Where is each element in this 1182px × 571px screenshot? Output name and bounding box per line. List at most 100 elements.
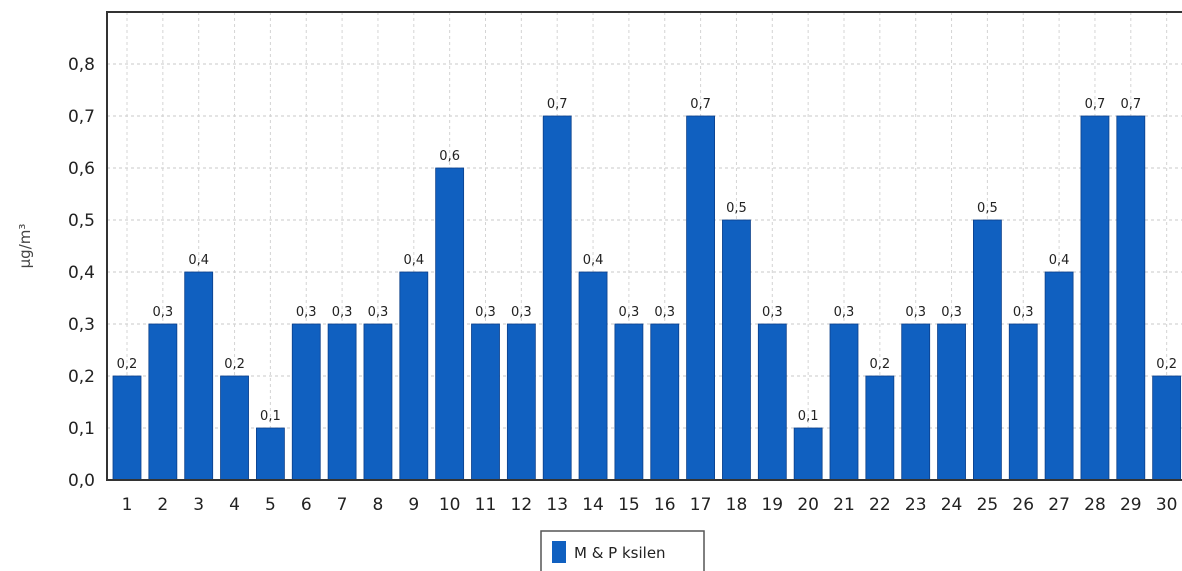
bar xyxy=(1116,115,1146,481)
data-label: 0,4 xyxy=(403,253,424,268)
bar xyxy=(291,323,321,481)
x-tick-label: 21 xyxy=(833,495,855,515)
data-label: 0,3 xyxy=(511,305,532,320)
y-tick-label: 0,5 xyxy=(68,211,95,231)
bar xyxy=(399,271,429,481)
bars xyxy=(112,115,1182,481)
y-tick-labels: 0,0 0,1 0,2 0,3 0,4 0,5 0,6 0,7 0,8 xyxy=(68,55,95,491)
bar xyxy=(184,271,214,481)
x-tick-label: 8 xyxy=(373,495,384,515)
bar xyxy=(578,271,608,481)
data-label: 0,7 xyxy=(547,97,568,112)
x-tick-label: 2 xyxy=(157,495,168,515)
bar xyxy=(793,427,823,481)
data-label: 0,3 xyxy=(368,305,389,320)
bar xyxy=(506,323,536,481)
x-tick-label: 4 xyxy=(229,495,240,515)
data-label: 0,3 xyxy=(941,305,962,320)
data-label: 0,7 xyxy=(690,97,711,112)
data-label: 0,5 xyxy=(977,201,998,216)
x-tick-label: 27 xyxy=(1048,495,1070,515)
bar xyxy=(1152,375,1182,481)
y-tick-label: 0,3 xyxy=(68,315,95,335)
data-label: 0,1 xyxy=(798,409,819,424)
bar xyxy=(327,323,357,481)
x-tick-label: 7 xyxy=(337,495,348,515)
bar xyxy=(471,323,500,481)
x-tick-label: 10 xyxy=(439,495,461,515)
bar xyxy=(973,219,1002,481)
data-label: 0,2 xyxy=(1156,357,1177,372)
data-label: 0,3 xyxy=(332,305,353,320)
data-label: 0,3 xyxy=(619,305,640,320)
bar xyxy=(255,427,285,481)
data-label: 0,2 xyxy=(224,357,245,372)
y-tick-label: 0,1 xyxy=(68,419,95,439)
x-tick-label: 13 xyxy=(546,495,568,515)
data-label: 0,4 xyxy=(583,253,604,268)
data-label: 0,3 xyxy=(834,305,855,320)
plot-frame xyxy=(106,11,1182,481)
legend-box xyxy=(540,530,705,571)
legend-label: M & P ksilen xyxy=(574,544,666,562)
data-label: 0,4 xyxy=(188,253,209,268)
x-tick-label: 28 xyxy=(1084,495,1106,515)
x-tick-label: 16 xyxy=(654,495,676,515)
x-tick-label: 3 xyxy=(193,495,204,515)
data-label: 0,3 xyxy=(1013,305,1034,320)
x-tick-label: 5 xyxy=(265,495,276,515)
legend: M & P ksilen xyxy=(540,530,705,571)
x-tick-label: 26 xyxy=(1012,495,1034,515)
y-tick-label: 0,8 xyxy=(68,55,95,75)
y-tick-label: 0,2 xyxy=(68,367,95,387)
data-label: 0,1 xyxy=(260,409,281,424)
data-label: 0,3 xyxy=(475,305,496,320)
x-tick-label: 20 xyxy=(797,495,819,515)
y-tick-label: 0,4 xyxy=(68,263,95,283)
bar xyxy=(148,323,178,481)
bar xyxy=(722,219,751,481)
data-label: 0,4 xyxy=(1049,253,1070,268)
x-tick-labels: 1 2 3 4 5 6 7 8 9 10 11 12 13 14 15 16 17 18 19 20 21 22 23 24 2… xyxy=(122,495,1178,515)
x-tick-label: 9 xyxy=(408,495,419,515)
bar xyxy=(112,375,142,481)
data-label: 0,2 xyxy=(117,357,138,372)
bar xyxy=(363,323,393,481)
data-label: 0,3 xyxy=(654,305,675,320)
bar xyxy=(937,323,966,481)
data-label: 0,3 xyxy=(762,305,783,320)
bar xyxy=(614,323,644,481)
legend-swatch xyxy=(552,541,566,563)
y-axis-label: µg/m³ xyxy=(16,224,34,269)
x-tick-label: 14 xyxy=(582,495,604,515)
x-tick-label: 11 xyxy=(475,495,497,515)
y-tick-label: 0,0 xyxy=(68,471,95,491)
data-label: 0,5 xyxy=(726,201,747,216)
x-tick-label: 23 xyxy=(905,495,927,515)
bar xyxy=(1008,323,1038,481)
x-tick-label: 6 xyxy=(301,495,312,515)
data-label: 0,6 xyxy=(439,149,460,164)
x-tick-label: 12 xyxy=(511,495,533,515)
data-label: 0,3 xyxy=(153,305,174,320)
bar xyxy=(1080,115,1110,481)
x-tick-label: 25 xyxy=(977,495,999,515)
data-label: 0,3 xyxy=(905,305,926,320)
bar xyxy=(686,115,715,481)
x-tick-label: 18 xyxy=(726,495,748,515)
data-label: 0,2 xyxy=(870,357,891,372)
data-labels: 0,2 0,3 0,4 0,2 0,1 0,3 0,3 0,3 0,4 0,6 0,3 0,3 0,7 0… xyxy=(117,97,1177,424)
bar xyxy=(650,323,680,481)
bar xyxy=(435,167,465,481)
data-label: 0,3 xyxy=(296,305,317,320)
x-tick-label: 15 xyxy=(618,495,640,515)
bar xyxy=(757,323,787,481)
x-tick-label: 30 xyxy=(1156,495,1178,515)
bar xyxy=(901,323,931,481)
data-label: 0,7 xyxy=(1085,97,1106,112)
x-tick-label: 17 xyxy=(690,495,712,515)
bar xyxy=(542,115,572,481)
y-tick-label: 0,6 xyxy=(68,159,95,179)
x-tick-label: 29 xyxy=(1120,495,1142,515)
